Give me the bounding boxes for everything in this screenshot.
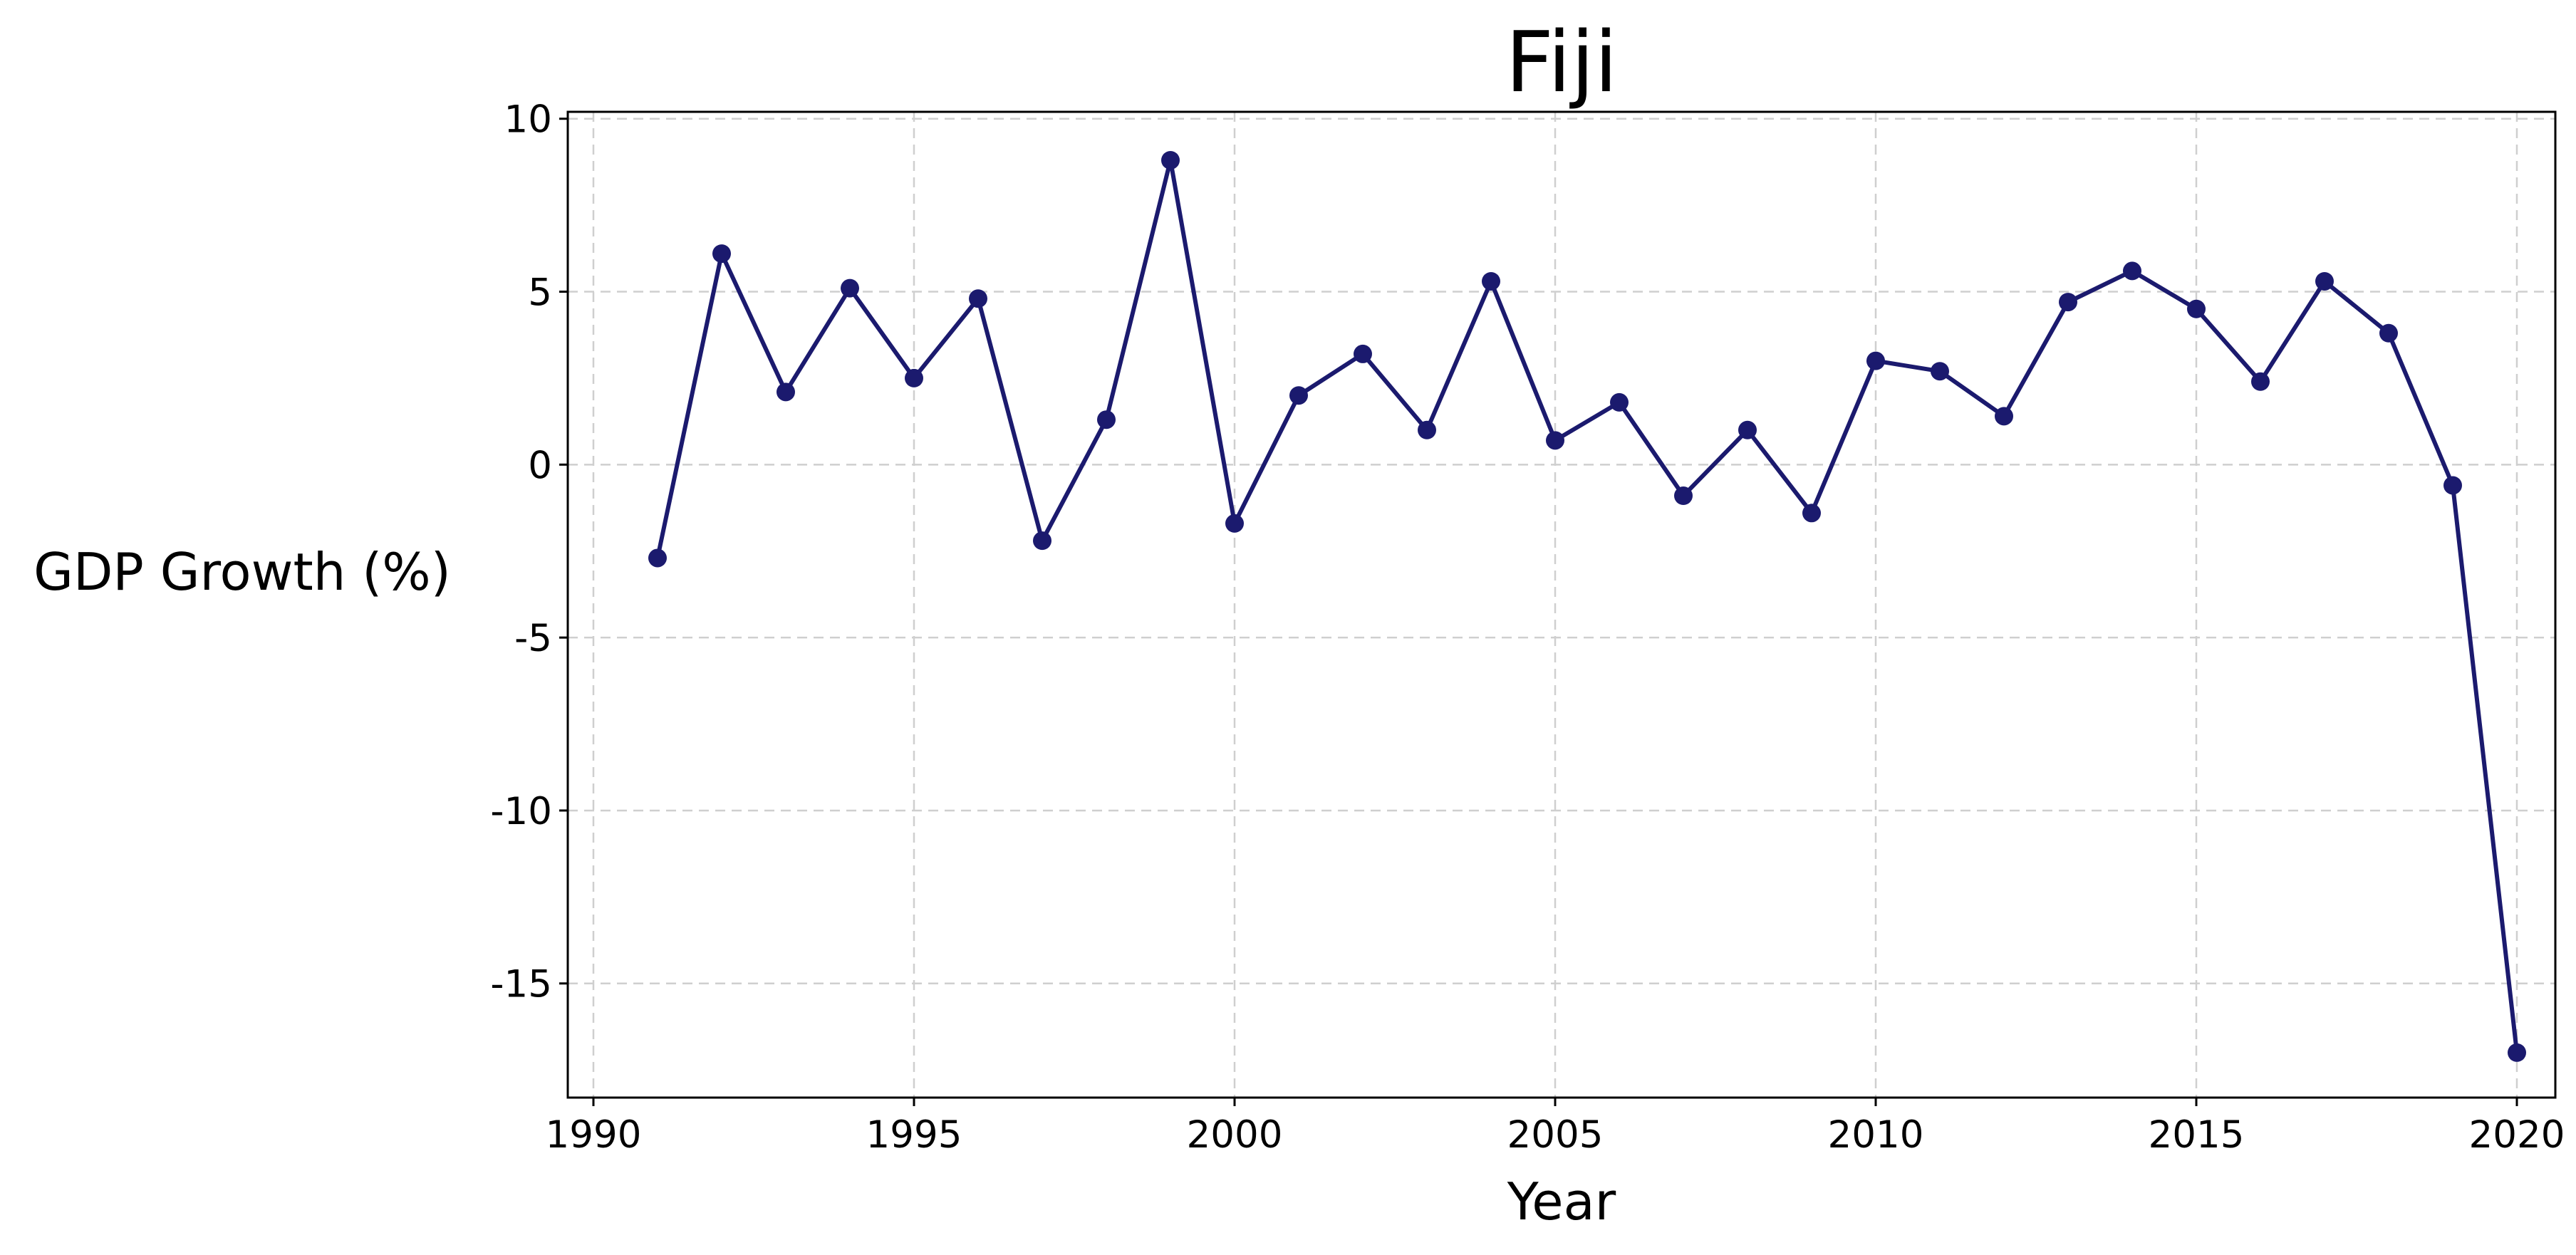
data-point [1610,392,1629,412]
data-point [2315,271,2334,291]
data-point [1931,362,1949,381]
data-point [648,548,667,568]
x-tick-label: 2010 [1828,1113,1924,1157]
x-tick-label: 2015 [2149,1113,2245,1157]
data-point [777,382,795,402]
y-tick-label: -5 [514,617,552,660]
y-tick-label: -15 [490,963,552,1006]
x-axis-label: Year [1507,1172,1616,1231]
y-axis-label: GDP Growth (%) [33,542,451,602]
data-point [1289,386,1308,405]
x-tick-label: 2020 [2469,1113,2565,1157]
data-point [1802,504,1821,523]
data-point [1354,344,1372,363]
data-point [969,289,987,308]
data-point [1995,407,2013,426]
data-point [1546,431,1564,450]
grid-lines [568,112,2555,1098]
plot-frame [566,110,2557,1099]
x-tick-label: 1995 [866,1113,962,1157]
data-point [1418,420,1436,439]
data-point [1674,486,1693,506]
y-tick-label: 10 [504,98,552,142]
data-point [1097,410,1116,429]
x-tick-label: 2005 [1507,1113,1604,1157]
y-tick-label: 5 [528,271,552,315]
data-point [2123,261,2141,281]
series-line [655,158,2519,1055]
data-point [2379,323,2398,343]
data-point [712,244,731,264]
data-point [1161,150,1180,170]
data-point [905,368,923,387]
data-series [648,150,2526,1062]
data-point [2251,372,2270,391]
data-point [2059,293,2077,312]
data-point [1482,271,1500,291]
data-point [2187,299,2206,318]
chart-title: Fiji [1505,13,1618,111]
x-tick-label: 1990 [546,1113,642,1157]
data-point [1738,420,1757,439]
data-point [1033,531,1051,551]
data-point [2508,1043,2526,1062]
y-tick-label: -10 [490,790,552,833]
data-point [1866,351,1885,370]
data-point [2443,476,2462,495]
y-tick-label: 0 [528,444,552,487]
data-point [1225,514,1244,533]
x-tick-label: 2000 [1187,1113,1283,1157]
data-point [841,278,859,298]
axis-ticks: 1990 1995 2000 2005 2010 2015 2020 10 5 0 -5 -10 -15 [490,98,2565,1157]
